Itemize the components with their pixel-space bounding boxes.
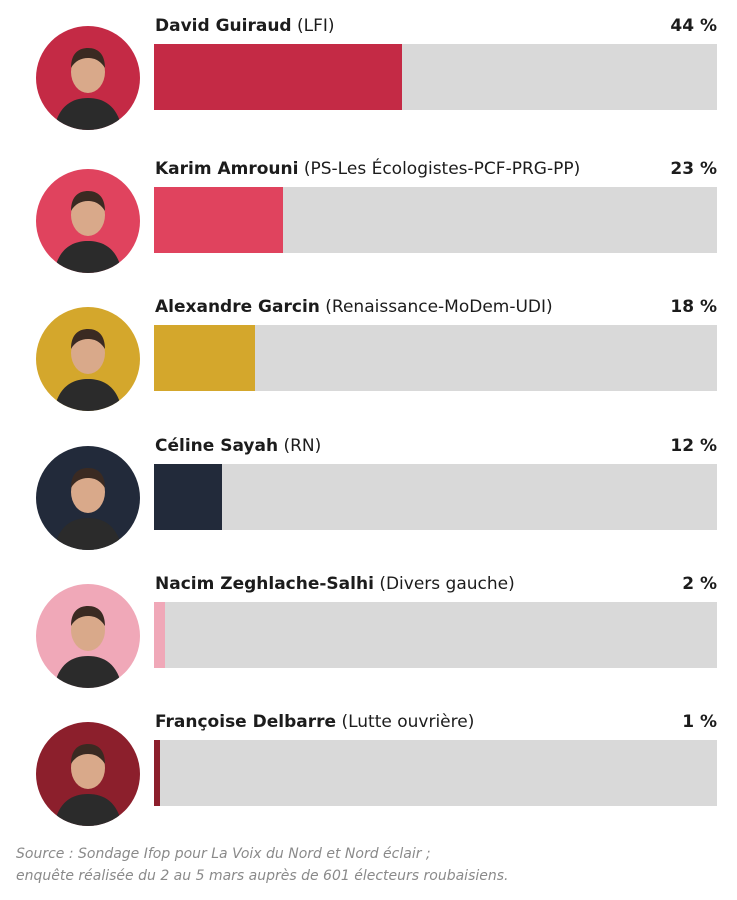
candidate-name: David Guiraud [155,16,292,36]
candidate-name: Nacim Zeghlache-Salhi [155,574,374,594]
candidate-party: (LFI) [297,16,335,36]
bar-track [154,187,717,253]
source-line-2: enquête réalisée du 2 au 5 mars auprès d… [16,868,509,884]
bar [154,187,284,253]
bar [154,464,222,530]
candidate-label: Karim Amrouni (PS-Les Écologistes-PCF-PR… [155,157,580,181]
candidate-name: Françoise Delbarre [155,712,337,732]
bar-value-label: 2 % [682,574,717,594]
candidate-avatar [36,446,140,550]
bar-track [154,602,717,668]
candidate-row: Nacim Zeghlache-Salhi (Divers gauche) 2 % [0,572,737,692]
candidate-name: Céline Sayah [155,436,279,456]
bar-value-label: 12 % [670,436,717,456]
bar-value-label: 23 % [670,159,717,179]
candidate-avatar [36,169,140,273]
candidate-row: Céline Sayah (RN) 12 % [0,434,737,554]
candidate-party: (PS-Les Écologistes-PCF-PRG-PP) [303,159,581,179]
candidate-name: Alexandre Garcin [155,297,320,317]
bar-value-label: 1 % [682,712,717,732]
bar-track [154,464,717,530]
candidate-party: (Divers gauche) [379,574,515,594]
bar-value-label: 44 % [670,16,717,36]
bar-track [154,740,717,806]
candidate-row: Alexandre Garcin (Renaissance-MoDem-UDI)… [0,295,737,415]
candidate-party: (RN) [283,436,322,456]
candidate-label: Alexandre Garcin (Renaissance-MoDem-UDI) [155,295,553,319]
candidate-row: Karim Amrouni (PS-Les Écologistes-PCF-PR… [0,157,737,277]
candidate-label: David Guiraud (LFI) [155,14,335,38]
bar [154,44,402,110]
bar [154,740,160,806]
candidate-party: (Lutte ouvrière) [341,712,475,732]
candidate-avatar [36,307,140,411]
bar [154,325,256,391]
candidate-label: Françoise Delbarre (Lutte ouvrière) [155,710,474,734]
bar-value-label: 18 % [670,297,717,317]
bar [154,602,166,668]
bar-track [154,325,717,391]
candidate-party: (Renaissance-MoDem-UDI) [325,297,553,317]
candidate-avatar [36,26,140,130]
bar-track [154,44,717,110]
candidate-label: Céline Sayah (RN) [155,434,321,458]
candidate-name: Karim Amrouni [155,159,299,179]
candidate-row: David Guiraud (LFI) 44 % [0,14,737,134]
candidate-avatar [36,584,140,688]
candidate-avatar [36,722,140,826]
candidate-label: Nacim Zeghlache-Salhi (Divers gauche) [155,572,515,596]
candidate-row: Françoise Delbarre (Lutte ouvrière) 1 % [0,710,737,830]
source-line-1: Source : Sondage Ifop pour La Voix du No… [16,846,431,862]
source-note: Source : Sondage Ifop pour La Voix du No… [16,843,508,887]
